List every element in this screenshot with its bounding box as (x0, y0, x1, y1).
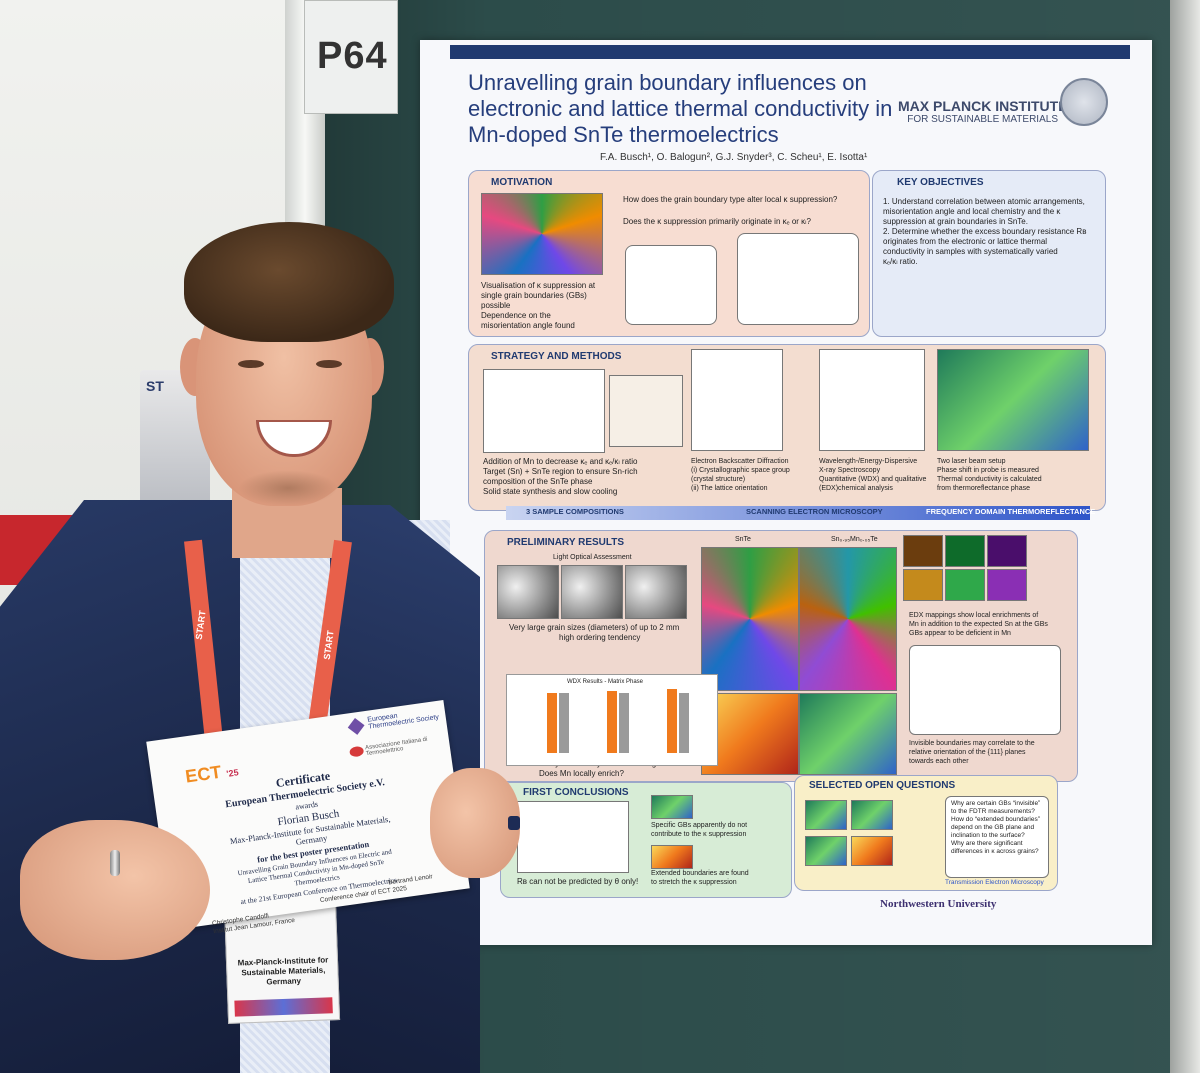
beard (238, 470, 338, 506)
motivation-panel: MOTIVATION How does the grain boundary t… (468, 170, 870, 337)
grain-boundary-diagram (737, 233, 859, 325)
strategy-bullets: Addition of Mn to decrease κₑ and κₑ/κₗ … (483, 457, 638, 496)
strategy-panel: STRATEGY AND METHODS Addition of Mn to d… (468, 344, 1106, 511)
optical-image-3 (625, 565, 687, 619)
ebsd-schematic (691, 349, 783, 451)
poster-header-bar (450, 45, 1130, 59)
left-hand (20, 820, 210, 960)
motivation-bullets: Visualisation of κ suppression at single… (481, 281, 596, 330)
ait-logo-icon (349, 745, 365, 758)
conclusions-panel: FIRST CONCLUSIONS Specific GBs apparentl… (500, 782, 792, 898)
resistance-plot (517, 801, 629, 873)
wdx-bar-chart: WDX Results - Matrix Phase (506, 674, 718, 766)
poster-title: Unravelling grain boundary influences on… (468, 70, 893, 147)
institute-name: MAX PLANCK INSTITUTE (898, 98, 1068, 114)
fdtr-map-2 (799, 693, 897, 775)
ring (110, 850, 120, 876)
board-frame-right (1170, 0, 1200, 1073)
edx-map-sn (903, 535, 943, 567)
ets-logo-icon (347, 718, 365, 735)
method-arrow-band: 3 SAMPLE COMPOSITIONS SCANNING ELECTRON … (506, 506, 1095, 520)
open-questions-list: Why are certain GBs “invisible” to the F… (951, 800, 1041, 855)
northwestern-logo: Northwestern University (880, 898, 997, 910)
board-number: P64 (317, 35, 388, 77)
optical-image-1 (497, 565, 559, 619)
poster-authors: F.A. Busch¹, O. Balogun², G.J. Snyder³, … (600, 152, 868, 163)
ring-right (508, 816, 520, 830)
institute-subtitle: FOR SUSTAINABLE MATERIALS (907, 114, 1058, 125)
phase-diagram-image (483, 369, 605, 453)
ebsd-map-snmnte (799, 547, 897, 691)
crystal-structure-diagram (909, 645, 1061, 735)
open-questions-panel: SELECTED OPEN QUESTIONS Why are certain … (794, 775, 1058, 891)
right-hand (430, 768, 520, 878)
processing-diagram (625, 245, 717, 325)
wdx-schematic (819, 349, 925, 451)
hair (184, 222, 394, 342)
person-presenter: START START Max-Planck-Institute for Sus… (0, 222, 520, 1073)
right-eye (316, 360, 342, 368)
composition-table (609, 375, 683, 447)
booth-logo: ST (146, 378, 164, 394)
minerva-logo-icon (1060, 78, 1108, 126)
edx-map-te (945, 535, 985, 567)
ebsd-map-snte (701, 547, 799, 691)
edx-map-mn (987, 535, 1027, 567)
scientific-poster: Unravelling grain boundary influences on… (420, 40, 1152, 945)
left-eye (238, 360, 264, 368)
optical-image-2 (561, 565, 623, 619)
grain-map-image (481, 193, 603, 275)
fdtr-schematic (937, 349, 1089, 451)
objectives-panel: KEY OBJECTIVES 1. Understand correlation… (872, 170, 1106, 337)
board-number-card: P64 (304, 0, 398, 114)
